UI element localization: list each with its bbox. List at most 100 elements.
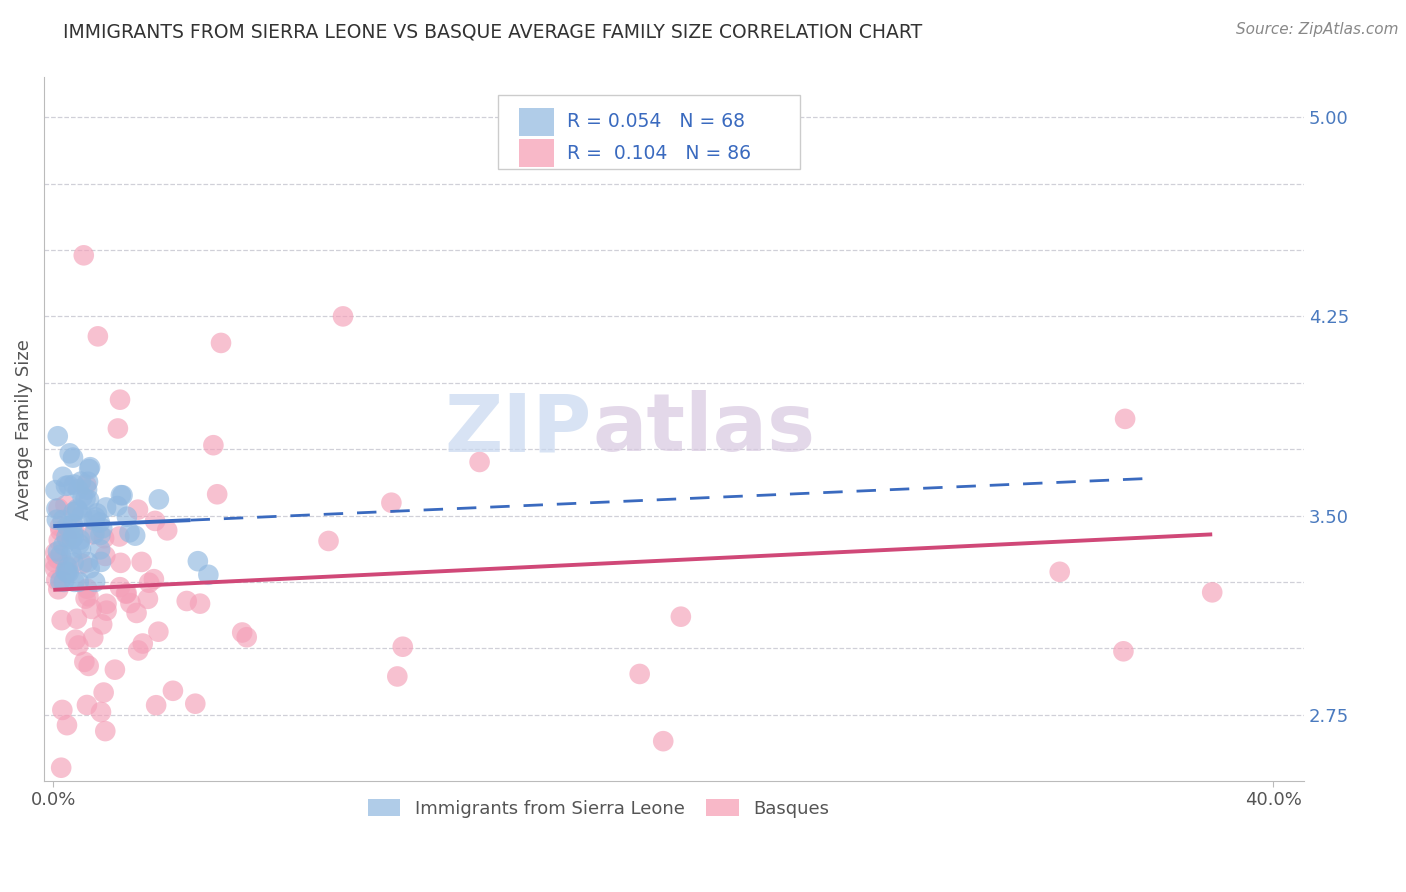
Point (111, 488, 134, 502)
Point (148, 492, 170, 507)
Point (162, 683, 184, 698)
Point (58, 566, 80, 580)
Point (91, 521, 114, 535)
Point (51, 613, 73, 627)
Point (63, 574, 86, 589)
Point (44, 555, 66, 569)
Point (184, 697, 207, 711)
Point (108, 392, 131, 407)
Point (51, 572, 73, 586)
Point (124, 528, 146, 542)
Point (67, 483, 90, 497)
Point (83, 513, 105, 527)
Point (45, 501, 67, 516)
Point (110, 488, 132, 502)
Point (69, 533, 91, 547)
Point (108, 580, 131, 594)
Point (82, 631, 104, 645)
Point (90, 555, 112, 569)
Point (93, 531, 115, 545)
Point (1114, 412, 1136, 426)
FancyBboxPatch shape (519, 108, 554, 136)
Text: R = 0.054   N = 68: R = 0.054 N = 68 (567, 112, 745, 131)
Point (58, 478, 80, 492)
Point (48, 533, 70, 548)
Point (1201, 585, 1223, 599)
Point (67, 537, 90, 551)
Point (188, 597, 211, 611)
Point (52, 513, 75, 527)
Point (77, 493, 100, 508)
Point (127, 643, 149, 657)
Point (55, 558, 77, 572)
Point (143, 514, 166, 528)
Point (105, 499, 128, 513)
Point (669, 609, 692, 624)
Point (77, 475, 100, 489)
Point (652, 734, 675, 748)
Point (187, 554, 209, 568)
Point (108, 529, 131, 543)
Point (89, 542, 111, 557)
Point (51, 761, 73, 775)
Point (44, 546, 66, 560)
Point (132, 636, 155, 650)
Point (131, 555, 153, 569)
Point (72, 557, 94, 571)
Point (49, 519, 72, 533)
Point (89, 528, 111, 542)
Point (75, 591, 97, 606)
Point (60, 533, 83, 547)
Point (70, 508, 93, 523)
Text: R =  0.104   N = 86: R = 0.104 N = 86 (567, 144, 751, 163)
Point (94, 549, 117, 563)
FancyBboxPatch shape (519, 139, 554, 168)
Point (628, 667, 651, 681)
Point (136, 591, 159, 606)
Point (77, 462, 100, 476)
Point (62, 517, 84, 532)
Point (127, 502, 149, 516)
Point (91, 617, 114, 632)
Point (120, 596, 142, 610)
Point (49, 548, 72, 562)
Point (77, 589, 100, 603)
Text: IMMIGRANTS FROM SIERRA LEONE VS BASQUE AVERAGE FAMILY SIZE CORRELATION CHART: IMMIGRANTS FROM SIERRA LEONE VS BASQUE A… (63, 22, 922, 41)
Legend: Immigrants from Sierra Leone, Basques: Immigrants from Sierra Leone, Basques (360, 791, 837, 825)
Text: atlas: atlas (592, 390, 815, 468)
FancyBboxPatch shape (498, 95, 800, 169)
Point (70, 475, 93, 489)
Point (176, 594, 198, 608)
Point (52, 470, 75, 484)
Point (63, 477, 86, 491)
Point (73, 248, 96, 262)
Point (332, 310, 354, 324)
Point (1112, 644, 1135, 658)
Point (96, 604, 118, 618)
Point (55, 479, 77, 493)
Point (90, 705, 112, 719)
Point (63, 522, 86, 536)
Point (52, 574, 75, 589)
Point (56, 718, 79, 732)
Point (118, 525, 141, 540)
Point (1049, 565, 1071, 579)
Point (46, 582, 69, 597)
Point (62, 505, 84, 519)
Point (67, 639, 90, 653)
Point (62, 526, 84, 541)
Point (66, 502, 89, 516)
Point (49, 524, 72, 538)
Point (45, 573, 67, 587)
Point (72, 490, 94, 504)
Point (46, 429, 69, 443)
Point (138, 575, 160, 590)
Text: ZIP: ZIP (444, 390, 592, 468)
Point (94, 724, 117, 739)
Point (70, 541, 93, 556)
Point (56, 519, 79, 533)
Point (80, 602, 103, 616)
Point (65, 632, 87, 647)
Point (51, 703, 73, 717)
Point (197, 567, 219, 582)
